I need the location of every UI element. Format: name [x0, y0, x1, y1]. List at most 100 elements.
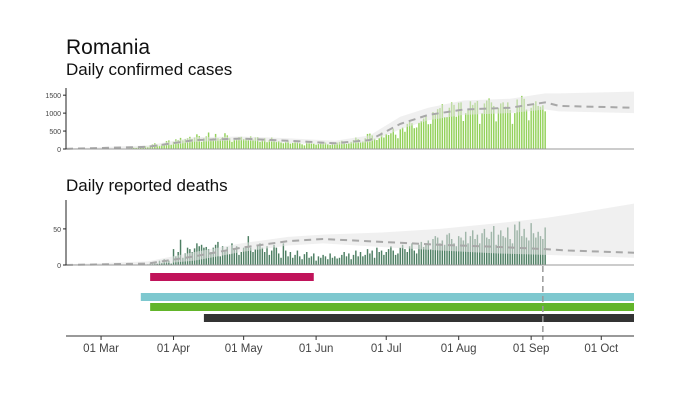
bar — [521, 95, 523, 149]
bar — [205, 136, 207, 149]
bar — [436, 109, 439, 149]
bar — [345, 256, 348, 265]
bar — [469, 101, 472, 149]
bar — [450, 102, 453, 149]
bar — [364, 138, 366, 149]
bar — [331, 257, 334, 265]
bar — [528, 120, 530, 149]
x-tick-label: 01 Apr — [157, 343, 190, 355]
bar — [474, 102, 476, 149]
bar — [537, 105, 539, 149]
bar — [420, 121, 423, 149]
bar — [530, 107, 532, 149]
bar — [249, 247, 252, 265]
bar — [392, 250, 394, 265]
bar — [282, 143, 285, 149]
bar — [261, 138, 264, 149]
bar — [504, 106, 507, 149]
bar — [306, 252, 308, 265]
intervention-timeline — [140, 273, 635, 322]
bar — [259, 243, 261, 265]
bar — [383, 254, 385, 265]
bar — [245, 138, 247, 149]
bar — [308, 141, 310, 149]
bar — [320, 257, 322, 265]
bar — [413, 250, 416, 265]
bar — [390, 246, 392, 265]
bar — [401, 244, 404, 265]
timeline-bar — [203, 314, 634, 322]
x-tick-label: 01 Sep — [513, 343, 549, 355]
y-tick-label: 500 — [49, 129, 61, 136]
bar — [397, 138, 399, 149]
bar — [313, 253, 315, 265]
bar — [268, 254, 271, 265]
bar — [376, 140, 378, 149]
bar — [303, 254, 306, 265]
bar — [467, 243, 469, 265]
bar — [182, 140, 184, 149]
bar — [240, 136, 243, 149]
bar — [448, 107, 451, 149]
bar — [224, 133, 226, 149]
bar — [366, 249, 369, 265]
bar — [359, 252, 362, 265]
bar — [516, 99, 518, 149]
bar — [481, 113, 483, 149]
bar — [212, 138, 214, 149]
bar — [514, 113, 516, 149]
bar — [539, 106, 542, 149]
bar — [544, 111, 546, 149]
bar — [453, 104, 455, 149]
bar — [495, 244, 497, 265]
bar — [432, 239, 434, 265]
bar — [394, 134, 397, 149]
bar — [343, 252, 345, 265]
cases-panel-title: Daily confirmed cases — [66, 60, 233, 79]
bar — [404, 131, 406, 149]
bar — [221, 246, 224, 265]
bar — [434, 113, 437, 149]
x-tick-label: 01 Mar — [83, 343, 119, 355]
bar — [231, 141, 233, 149]
bar — [135, 147, 137, 149]
bar — [525, 109, 528, 149]
bar — [518, 105, 521, 149]
bar — [249, 136, 252, 149]
bar — [345, 143, 348, 149]
bar — [429, 123, 432, 149]
bar — [191, 138, 193, 149]
bar — [443, 117, 446, 149]
bar — [434, 236, 437, 265]
bar — [287, 141, 289, 149]
bar — [226, 246, 229, 265]
bar — [294, 141, 296, 149]
bar — [401, 127, 404, 149]
bar — [392, 128, 394, 149]
bar — [443, 244, 446, 265]
bar — [357, 256, 359, 265]
bar — [446, 117, 448, 149]
bar — [273, 139, 275, 149]
bar — [324, 142, 327, 149]
bar — [411, 243, 413, 265]
bar — [235, 246, 238, 265]
bar — [156, 144, 158, 149]
bar — [294, 254, 296, 265]
bar — [336, 142, 338, 149]
y-tick-label: 1000 — [45, 111, 61, 118]
bar — [315, 144, 317, 149]
bar — [467, 108, 469, 149]
bar — [322, 254, 324, 265]
bar — [221, 137, 224, 149]
bar — [439, 243, 441, 265]
bar — [140, 147, 142, 149]
bar — [507, 102, 509, 149]
confidence-ribbon — [66, 203, 634, 265]
bar — [350, 259, 352, 265]
bar — [299, 143, 301, 149]
bar — [301, 259, 303, 265]
bar — [158, 145, 161, 149]
bar — [352, 254, 355, 265]
bar — [306, 142, 308, 149]
